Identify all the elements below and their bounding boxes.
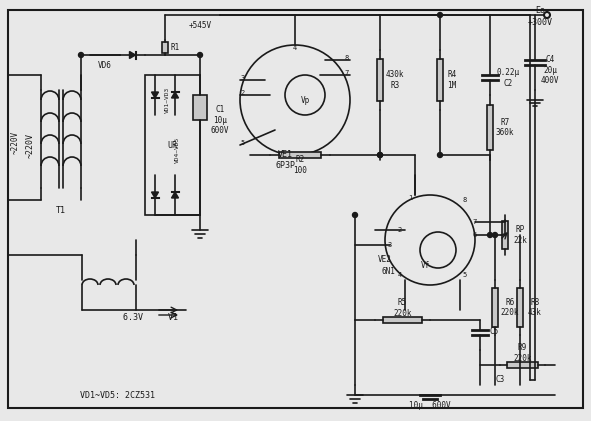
Text: VE2: VE2 bbox=[378, 256, 392, 264]
Text: T1: T1 bbox=[56, 205, 66, 215]
Text: VD6: VD6 bbox=[98, 61, 112, 69]
Text: 7: 7 bbox=[473, 219, 477, 225]
Text: Vp: Vp bbox=[300, 96, 310, 104]
Circle shape bbox=[79, 53, 83, 58]
Circle shape bbox=[378, 152, 382, 157]
Text: C1
10μ
600V: C1 10μ 600V bbox=[211, 105, 229, 135]
Text: R8
43k: R8 43k bbox=[528, 298, 542, 317]
Circle shape bbox=[437, 152, 443, 157]
Bar bbox=[193, 95, 207, 120]
Polygon shape bbox=[171, 192, 178, 198]
Circle shape bbox=[378, 152, 382, 157]
Text: 3: 3 bbox=[388, 242, 392, 248]
Text: R5
220k: R5 220k bbox=[393, 298, 412, 318]
Text: 5: 5 bbox=[463, 272, 467, 278]
Text: 10μ  600V: 10μ 600V bbox=[409, 400, 451, 410]
Text: C5: C5 bbox=[489, 328, 499, 336]
Text: 6: 6 bbox=[473, 232, 477, 238]
Bar bbox=[487, 105, 493, 150]
Polygon shape bbox=[151, 192, 158, 198]
Circle shape bbox=[488, 232, 492, 237]
Text: R4
1M: R4 1M bbox=[447, 70, 457, 90]
Text: ~220V: ~220V bbox=[25, 133, 34, 157]
Text: R1: R1 bbox=[170, 43, 180, 52]
Polygon shape bbox=[151, 92, 158, 98]
Bar bbox=[145, 75, 200, 215]
Circle shape bbox=[197, 53, 203, 58]
Text: C3: C3 bbox=[495, 376, 505, 384]
Text: VD4~VD5: VD4~VD5 bbox=[174, 137, 180, 163]
Text: 4: 4 bbox=[293, 45, 297, 51]
Bar bbox=[437, 59, 443, 101]
Circle shape bbox=[492, 232, 498, 237]
Polygon shape bbox=[129, 51, 135, 59]
Text: Eo: Eo bbox=[535, 5, 545, 14]
Text: 1: 1 bbox=[408, 195, 412, 201]
Bar bbox=[162, 42, 168, 53]
Text: 4: 4 bbox=[398, 272, 402, 278]
Text: +300V: +300V bbox=[528, 18, 553, 27]
Polygon shape bbox=[171, 92, 178, 98]
Text: 3: 3 bbox=[241, 75, 245, 81]
Text: VD1~VD3: VD1~VD3 bbox=[164, 87, 170, 113]
Text: R9
220k: R9 220k bbox=[513, 343, 532, 363]
Bar bbox=[279, 152, 321, 158]
Bar bbox=[492, 288, 498, 327]
Text: 6N1: 6N1 bbox=[381, 267, 395, 277]
Text: Vf: Vf bbox=[420, 261, 430, 269]
Bar bbox=[377, 59, 383, 101]
Text: 8: 8 bbox=[345, 55, 349, 61]
Text: 2: 2 bbox=[241, 90, 245, 96]
Text: 7: 7 bbox=[345, 70, 349, 76]
Text: 0.22μ
C2: 0.22μ C2 bbox=[496, 68, 519, 88]
Text: VD1~VD5: 2CZ531: VD1~VD5: 2CZ531 bbox=[80, 391, 155, 400]
Text: C4
20μ
400V: C4 20μ 400V bbox=[541, 55, 559, 85]
Text: 5: 5 bbox=[241, 140, 245, 146]
Circle shape bbox=[437, 13, 443, 18]
Text: +545V: +545V bbox=[189, 21, 212, 29]
Text: 430k
R3: 430k R3 bbox=[386, 70, 404, 90]
Bar bbox=[517, 288, 523, 327]
Text: RP
22k: RP 22k bbox=[513, 225, 527, 245]
Bar bbox=[506, 362, 538, 368]
Bar bbox=[502, 221, 508, 249]
Text: 8: 8 bbox=[463, 197, 467, 203]
Text: VE1
6P3P: VE1 6P3P bbox=[275, 150, 295, 170]
Text: R2
100: R2 100 bbox=[293, 155, 307, 175]
Text: 6.3V     V1: 6.3V V1 bbox=[122, 312, 177, 322]
Text: 2: 2 bbox=[398, 227, 402, 233]
Text: R6
220k: R6 220k bbox=[501, 298, 519, 317]
Circle shape bbox=[352, 213, 358, 218]
Text: ~220V: ~220V bbox=[11, 131, 20, 154]
Text: R7
360k: R7 360k bbox=[496, 118, 514, 137]
Text: UR: UR bbox=[167, 141, 177, 149]
Bar bbox=[383, 317, 422, 323]
